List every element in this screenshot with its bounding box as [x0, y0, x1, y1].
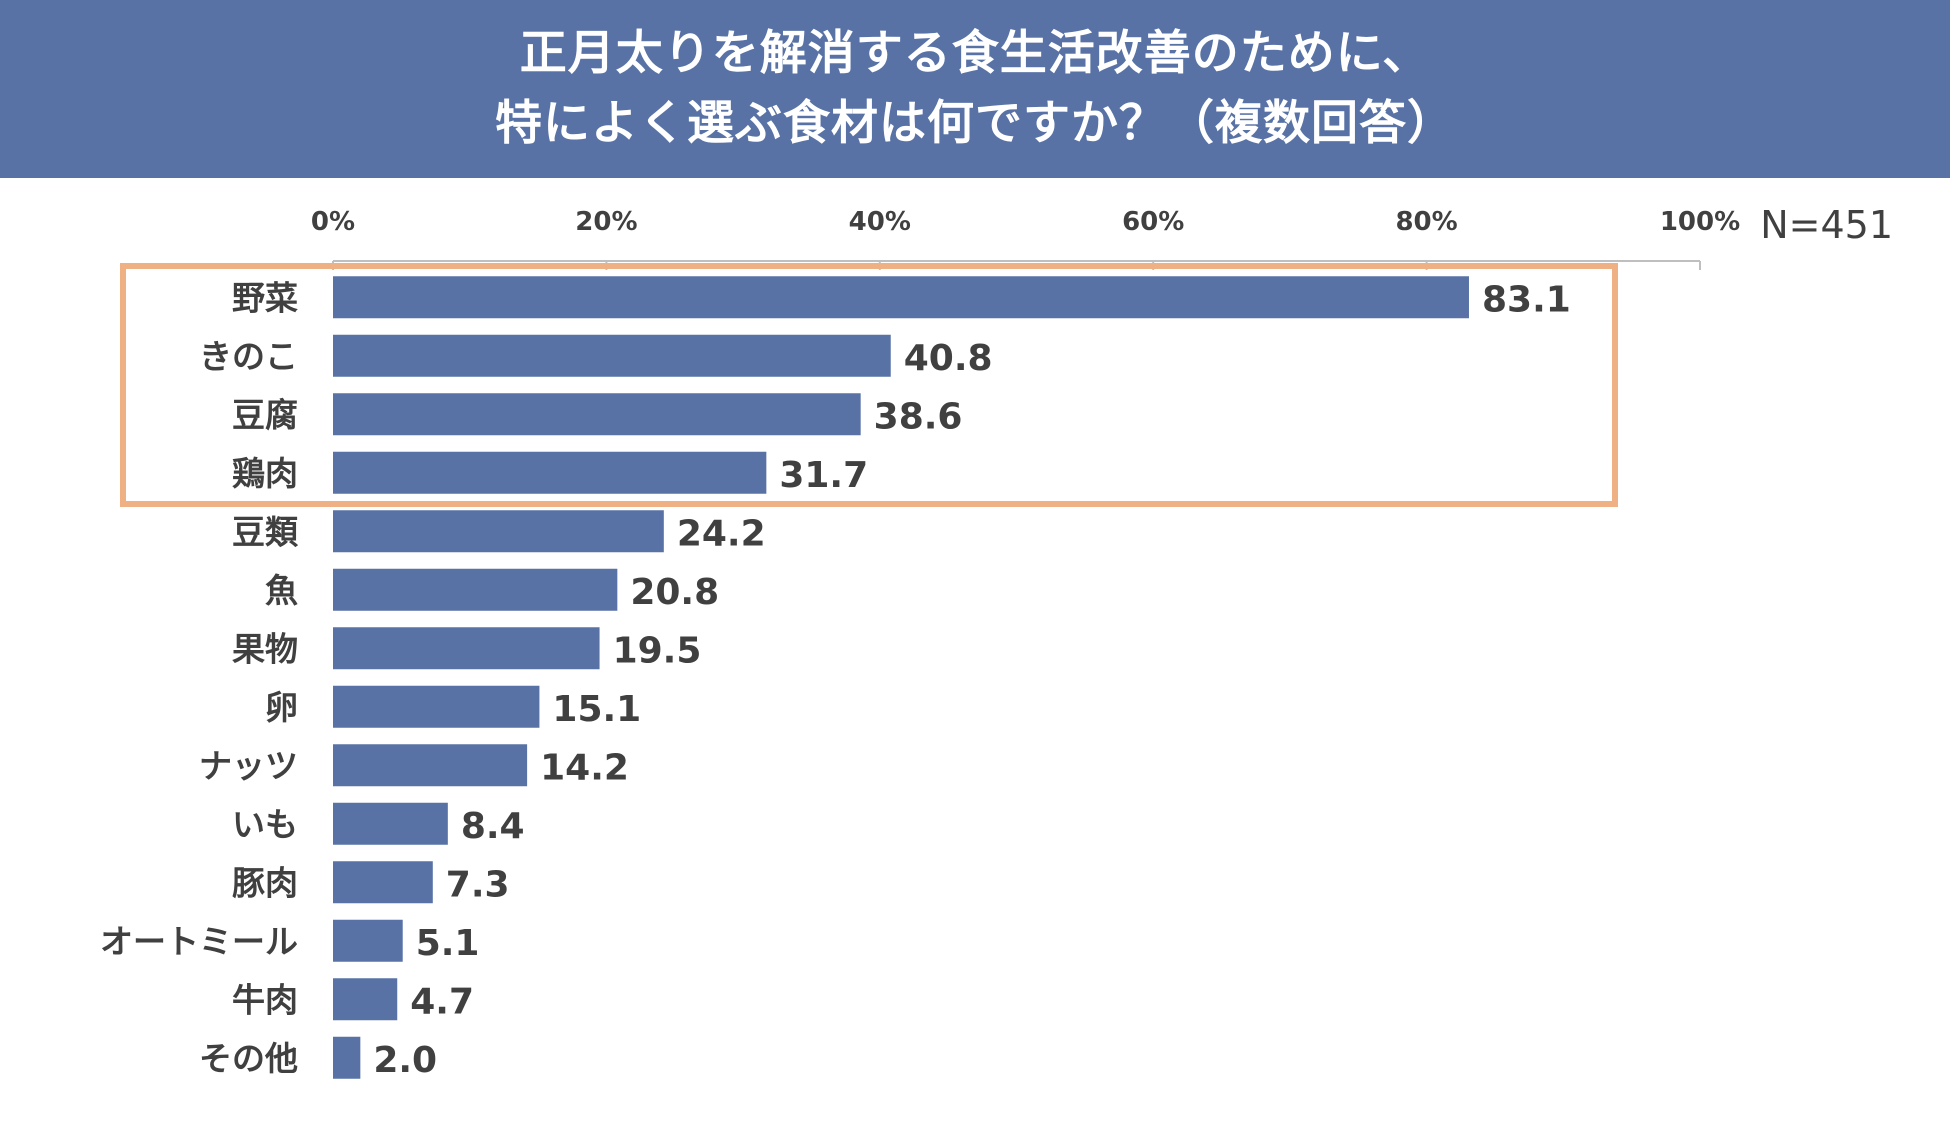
category-label: 豆類: [232, 512, 299, 551]
x-tick-label: 0%: [311, 207, 355, 237]
category-label: 牛肉: [232, 980, 298, 1019]
x-tick-label: 60%: [1122, 207, 1184, 237]
category-label: ナッツ: [199, 746, 298, 785]
data-label: 15.1: [552, 689, 641, 730]
highlight-frame: [120, 263, 1618, 507]
data-label: 40.8: [904, 338, 993, 379]
bar: [333, 334, 891, 377]
bar: [333, 568, 618, 611]
data-label: 14.2: [540, 747, 629, 788]
bar-chart: N=451 0% 20% 40% 60% 80% 100% 野菜 83.1 きのこ 40.8 豆腐 3…: [100, 203, 1893, 1081]
data-label: 31.7: [779, 455, 868, 496]
bar: [333, 1036, 361, 1079]
category-label: オートミール: [100, 922, 298, 961]
data-label: 20.8: [630, 572, 719, 613]
bar: [333, 627, 600, 670]
category-label: 豚肉: [232, 863, 298, 902]
bar: [333, 744, 528, 787]
bar: [333, 510, 664, 553]
x-tick-label: 100%: [1660, 207, 1740, 237]
bar: [333, 802, 448, 845]
category-label: いも: [232, 805, 298, 844]
bar: [333, 919, 403, 962]
category-label: 鶏肉: [232, 454, 298, 493]
bar: [333, 685, 540, 728]
bar: [333, 276, 1469, 319]
bar: [333, 978, 398, 1021]
title-band: 正月太りを解消する食生活改善のために、 特によく選ぶ食材は何ですか？（複数回答）: [0, 0, 1950, 178]
sample-size-label: N=451: [1760, 203, 1893, 247]
data-label: 2.0: [373, 1040, 437, 1081]
category-label: 魚: [265, 571, 298, 610]
x-tick-label: 20%: [575, 207, 637, 237]
data-label: 24.2: [677, 513, 766, 554]
data-label: 19.5: [613, 630, 702, 671]
category-label: 卵: [265, 688, 298, 727]
x-tick-label: 40%: [849, 207, 911, 237]
data-label: 38.6: [874, 396, 963, 437]
category-label: その他: [199, 1039, 298, 1078]
category-label: きのこ: [199, 337, 298, 376]
x-tick-label: 80%: [1395, 207, 1457, 237]
data-label: 4.7: [410, 981, 474, 1022]
bar: [333, 451, 767, 494]
bar: [333, 393, 861, 436]
category-label: 果物: [232, 629, 298, 668]
chart-title-line-2: 特によく選ぶ食材は何ですか？（複数回答）: [495, 96, 1455, 151]
data-label: 8.4: [461, 806, 525, 847]
chart-title-line-1: 正月太りを解消する食生活改善のために、: [519, 26, 1431, 81]
category-label: 豆腐: [232, 395, 298, 434]
data-label: 83.1: [1482, 279, 1571, 320]
bar: [333, 861, 433, 904]
category-label: 野菜: [232, 278, 298, 317]
data-label: 5.1: [416, 923, 480, 964]
data-label: 7.3: [446, 864, 510, 905]
